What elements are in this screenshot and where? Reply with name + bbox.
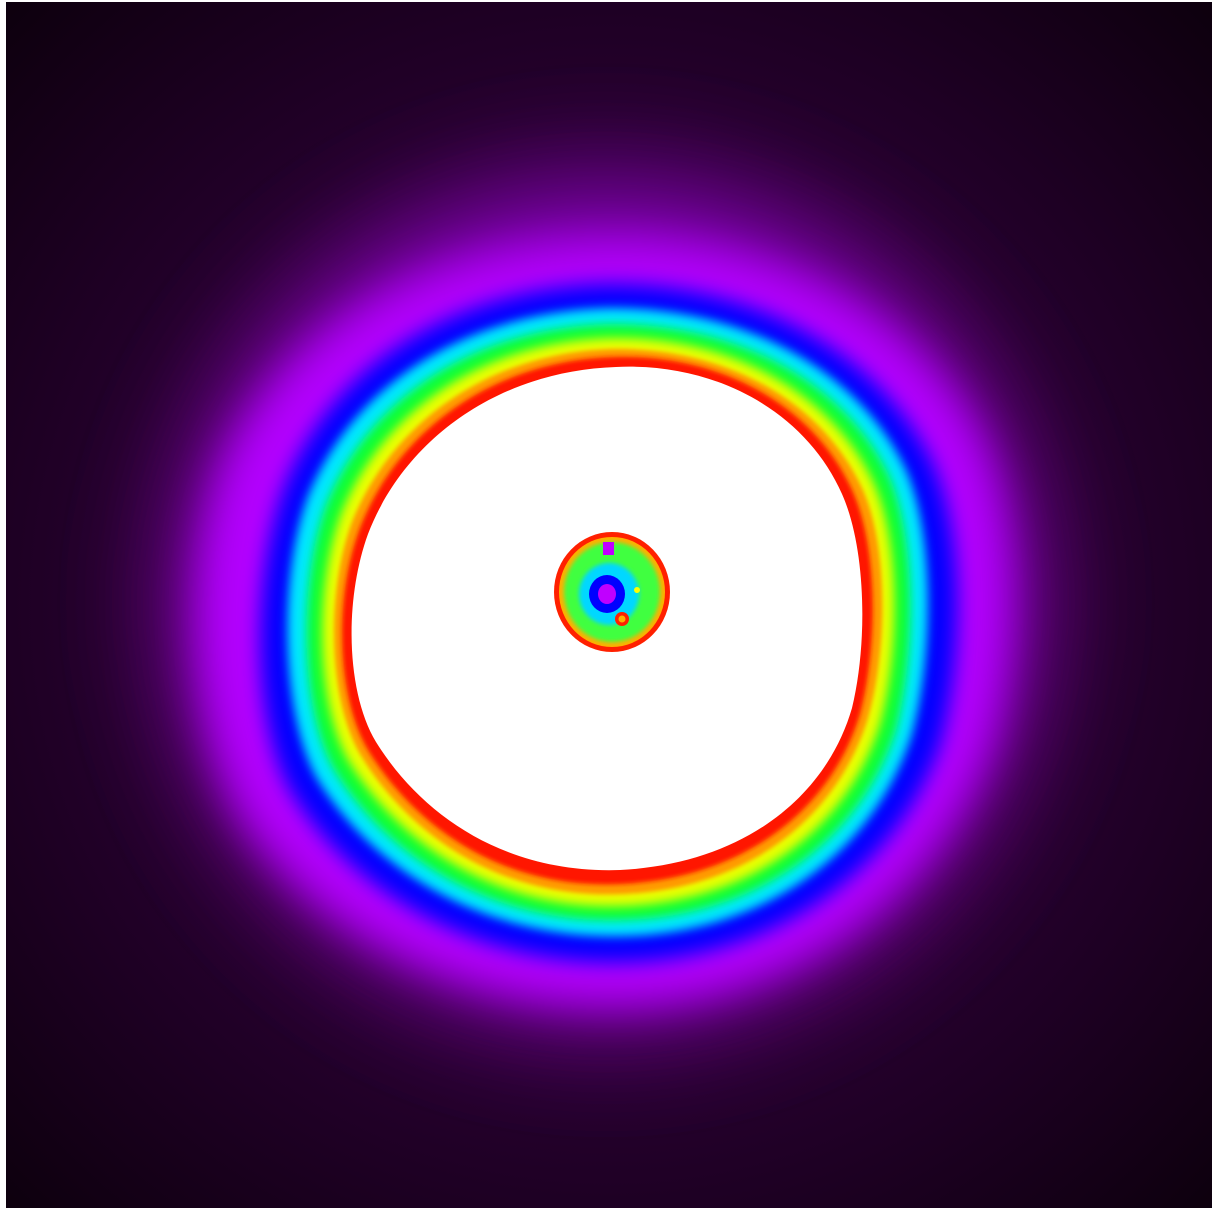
intensity-field-image — [6, 2, 1212, 1208]
ring-intensity-map — [6, 2, 1212, 1208]
central-spot — [554, 532, 670, 652]
